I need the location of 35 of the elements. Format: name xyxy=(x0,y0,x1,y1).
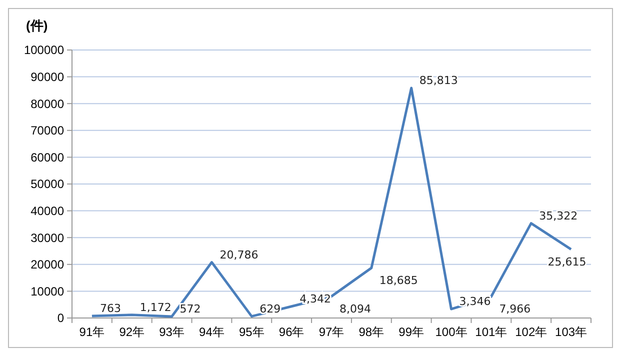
data-label: 18,685 xyxy=(379,274,418,287)
y-tick-label: 10000 xyxy=(30,284,64,298)
x-tick-label: 92年 xyxy=(119,325,145,339)
y-tick-label: 0 xyxy=(57,311,64,326)
data-label: 35,322 xyxy=(539,209,578,222)
data-label: 1,172 xyxy=(140,300,172,314)
x-tick-label: 93年 xyxy=(159,325,184,339)
x-tick-label: 99年 xyxy=(398,325,424,339)
data-label: 8,094 xyxy=(340,302,371,316)
y-axis-title: (件) xyxy=(26,18,48,33)
y-tick-label: 80000 xyxy=(30,96,64,111)
x-tick-label: 95年 xyxy=(238,325,264,339)
data-label: 572 xyxy=(180,302,201,316)
data-label: 85,813 xyxy=(419,74,458,88)
x-tick-label: 96年 xyxy=(278,325,304,339)
x-tick-label: 94年 xyxy=(199,325,224,339)
y-tick-label: 30000 xyxy=(30,230,64,245)
y-tick-label: 40000 xyxy=(30,204,64,218)
x-tick-label: 101年 xyxy=(475,325,508,339)
x-tick-label: 91年 xyxy=(79,325,105,339)
y-tick-label: 90000 xyxy=(30,70,64,84)
x-tick-label: 98年 xyxy=(358,325,384,339)
data-label: 25,615 xyxy=(548,255,586,268)
x-tick-label: 100年 xyxy=(435,325,468,339)
y-tick-label: 20000 xyxy=(30,258,64,272)
y-tick-label: 70000 xyxy=(30,124,64,138)
y-tick-label: 50000 xyxy=(30,177,64,192)
x-tick-label: 102年 xyxy=(515,325,548,339)
data-label: 20,786 xyxy=(220,248,258,262)
data-label: 763 xyxy=(100,302,121,315)
y-tick-label: 100000 xyxy=(24,43,64,58)
data-label: 7,966 xyxy=(499,302,531,316)
x-tick-label: 103年 xyxy=(555,325,588,339)
y-tick-label: 60000 xyxy=(30,150,64,164)
x-tick-label: 97年 xyxy=(318,325,344,339)
